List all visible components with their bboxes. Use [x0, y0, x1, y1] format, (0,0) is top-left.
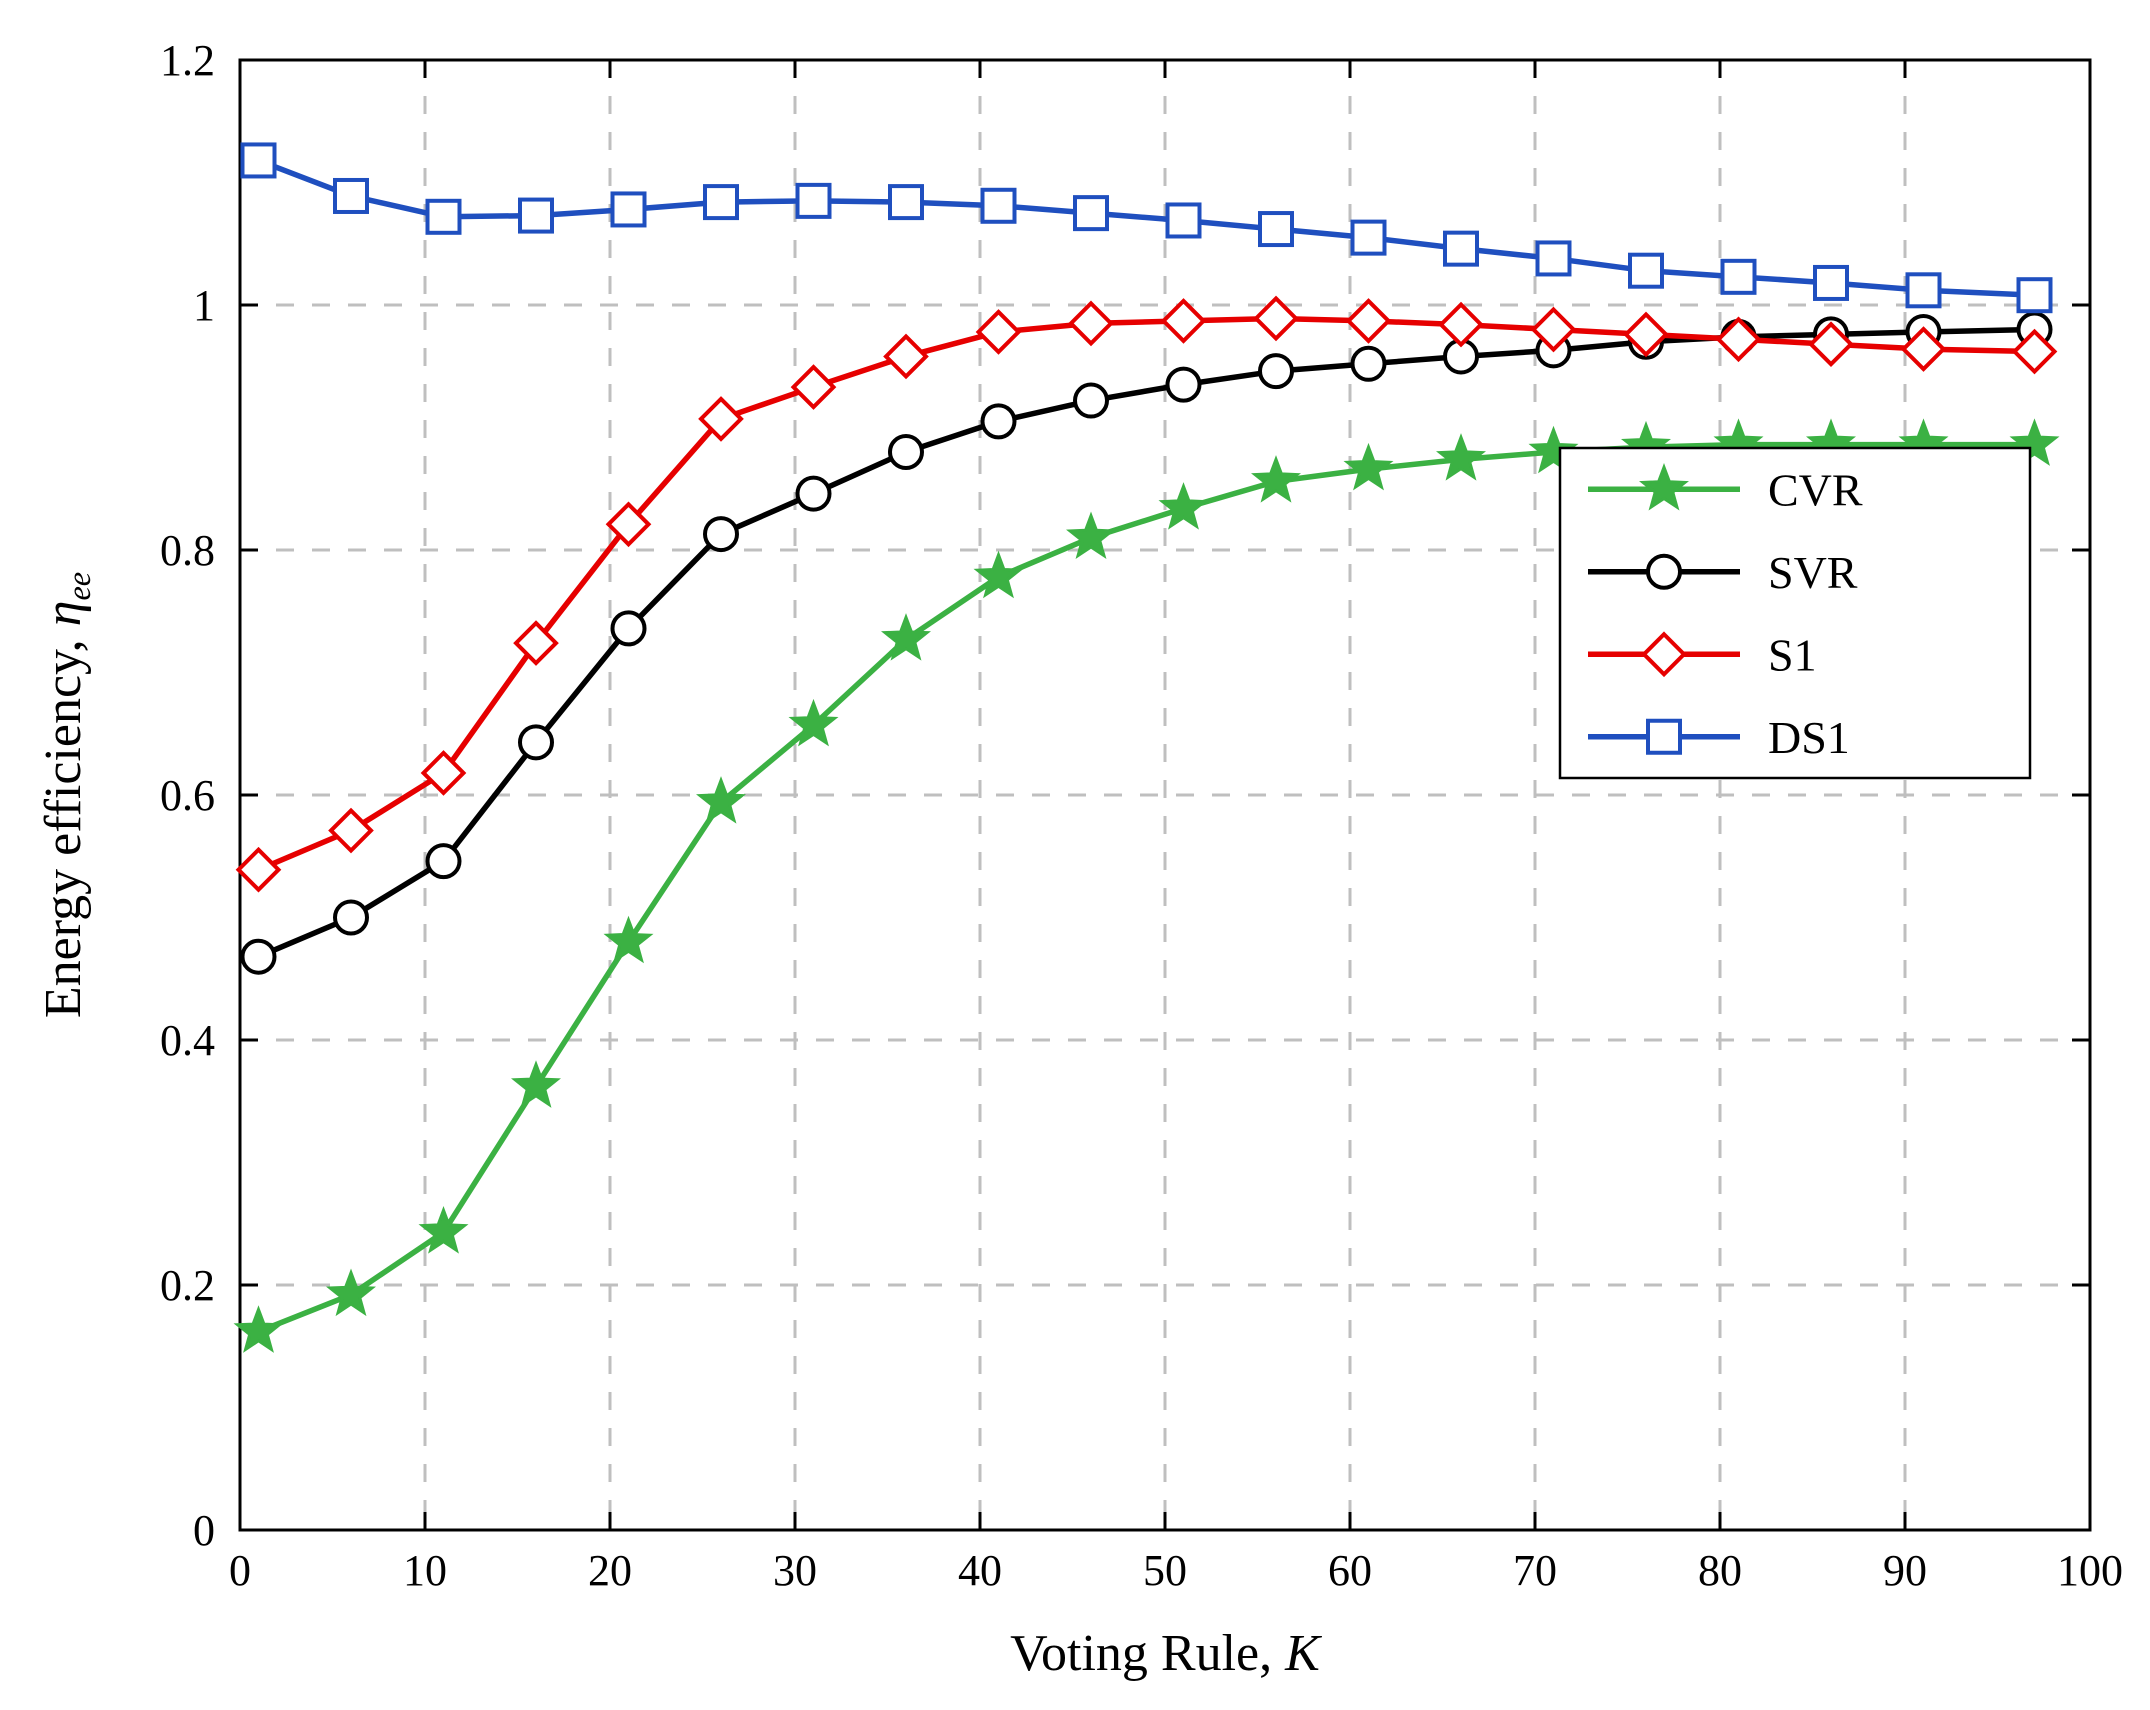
marker-svr	[1353, 348, 1385, 380]
x-tick-label: 50	[1143, 1546, 1187, 1595]
marker-ds1	[1538, 242, 1570, 274]
x-tick-label: 90	[1883, 1546, 1927, 1595]
legend: CVR SVR S1 DS1	[1560, 448, 2030, 778]
marker-ds1	[798, 185, 830, 217]
chart-svg: 0 10 20 30 40 50 60 70 80 90 100 0 0.2 0.4 0.6 0.8 1 1.2 V…	[0, 0, 2150, 1710]
marker-svr	[1260, 355, 1292, 387]
chart-bg	[0, 0, 2150, 1710]
legend-label: SVR	[1768, 547, 1858, 598]
x-tick-label: 60	[1328, 1546, 1372, 1595]
y-tick-label: 0.6	[160, 771, 215, 820]
marker-ds1	[520, 200, 552, 232]
marker-ds1	[1445, 233, 1477, 265]
legend-label: DS1	[1768, 712, 1850, 763]
marker-svr	[983, 405, 1015, 437]
marker-ds1	[1908, 274, 1940, 306]
y-tick-label: 1.2	[160, 36, 215, 85]
marker-ds1	[243, 144, 275, 176]
marker-ds1	[1168, 204, 1200, 236]
svg-text:Energy efficiency, ηee: Energy efficiency, ηee	[35, 572, 97, 1018]
marker-ds1	[2019, 279, 2051, 311]
marker-svr	[1075, 385, 1107, 417]
marker-ds1	[335, 180, 367, 212]
marker-ds1	[613, 193, 645, 225]
y-tick-label: 0	[193, 1506, 215, 1555]
x-tick-label: 20	[588, 1546, 632, 1595]
x-tick-label: 70	[1513, 1546, 1557, 1595]
y-tick-label: 0.2	[160, 1261, 215, 1310]
marker-ds1	[1815, 267, 1847, 299]
marker-ds1	[428, 201, 460, 233]
marker-ds1	[1075, 197, 1107, 229]
x-tick-label: 30	[773, 1546, 817, 1595]
marker-ds1	[1723, 261, 1755, 293]
marker-ds1	[1260, 213, 1292, 245]
marker-svr	[335, 902, 367, 934]
marker-ds1	[890, 186, 922, 218]
marker-svr	[520, 726, 552, 758]
x-tick-label: 10	[403, 1546, 447, 1595]
marker-svr	[1168, 369, 1200, 401]
y-axis-label: Energy efficiency, ηee	[35, 572, 97, 1018]
y-tick-label: 1	[193, 281, 215, 330]
marker-ds1	[705, 186, 737, 218]
y-tick-label: 0.4	[160, 1016, 215, 1065]
energy-efficiency-chart: 0 10 20 30 40 50 60 70 80 90 100 0 0.2 0.4 0.6 0.8 1 1.2 V…	[0, 0, 2150, 1710]
y-tick-label: 0.8	[160, 526, 215, 575]
x-tick-label: 100	[2057, 1546, 2123, 1595]
marker-ds1	[1630, 255, 1662, 287]
x-tick-label: 40	[958, 1546, 1002, 1595]
marker-svr	[890, 436, 922, 468]
marker-svr	[798, 478, 830, 510]
legend-label: S1	[1768, 629, 1817, 680]
legend-label: CVR	[1768, 464, 1863, 515]
marker-svr	[243, 941, 275, 973]
marker-svr	[705, 518, 737, 550]
marker-svr	[613, 612, 645, 644]
x-axis-label: Voting Rule, K	[1010, 1625, 1322, 1682]
x-tick-label: 0	[229, 1546, 251, 1595]
marker-svr	[428, 845, 460, 877]
marker-ds1	[1353, 222, 1385, 254]
x-tick-label: 80	[1698, 1546, 1742, 1595]
marker-ds1	[983, 190, 1015, 222]
